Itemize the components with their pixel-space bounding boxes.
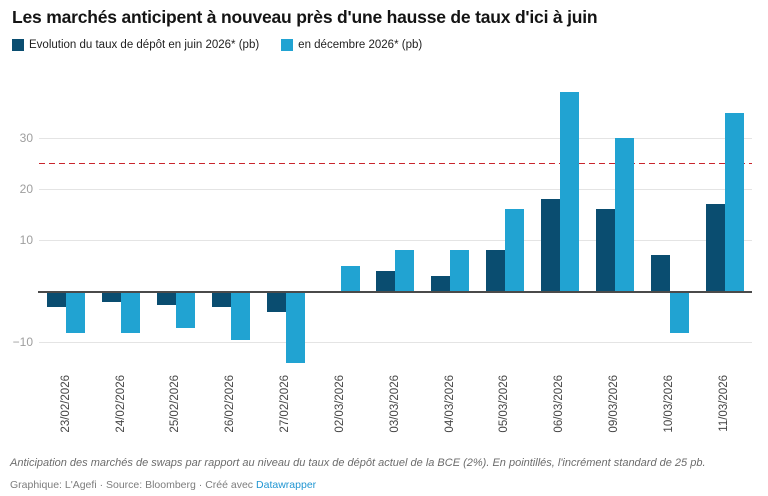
bar-group — [94, 85, 149, 370]
x-tick-label: 10/03/2026 — [662, 375, 675, 433]
bar-decembre-2026[interactable] — [560, 92, 580, 291]
credits-text: Graphique: L'Agefi · Source: Bloomberg ·… — [10, 479, 254, 491]
x-tick-label: 02/03/2026 — [333, 375, 346, 433]
bar-juin-2026[interactable] — [376, 270, 396, 291]
bar-group — [258, 85, 313, 370]
bar-group — [39, 85, 94, 370]
bar-decembre-2026[interactable] — [505, 209, 525, 291]
bar-juin-2026[interactable] — [102, 292, 122, 303]
bar-group — [423, 85, 478, 370]
bar-group — [204, 85, 259, 370]
bar-group — [533, 85, 588, 370]
bar-group — [478, 85, 533, 370]
y-tick-label: 10 — [19, 233, 33, 247]
x-tick-label: 11/03/2026 — [717, 375, 730, 432]
bar-decembre-2026[interactable] — [121, 292, 141, 333]
bar-juin-2026[interactable] — [47, 292, 67, 308]
x-tick-label: 04/03/2026 — [443, 375, 456, 433]
bar-group — [697, 85, 752, 370]
bar-decembre-2026[interactable] — [66, 292, 86, 333]
bar-decembre-2026[interactable] — [230, 292, 250, 341]
footnote: Anticipation des marchés de swaps par ra… — [10, 457, 706, 469]
bar-chart: 30 20 10 −10 23/02/2026 24/02/2026 25/02/2026… — [0, 85, 768, 457]
gridline — [39, 188, 752, 190]
legend: Evolution du taux de dépôt en juin 2026*… — [12, 39, 422, 51]
bar-group — [587, 85, 642, 370]
legend-label-juin: Evolution du taux de dépôt en juin 2026*… — [29, 39, 260, 51]
legend-item-decembre: en décembre 2026* (pb) — [281, 39, 422, 51]
x-tick-label: 26/02/2026 — [224, 375, 237, 433]
bar-juin-2026[interactable] — [431, 275, 451, 291]
y-tick-label: 20 — [19, 182, 33, 196]
bar-decembre-2026[interactable] — [176, 292, 196, 328]
bar-group — [642, 85, 697, 370]
zero-baseline — [38, 291, 752, 293]
x-axis-labels: 23/02/2026 24/02/2026 25/02/2026 26/02/2026… — [39, 375, 752, 457]
x-tick-label: 24/02/2026 — [114, 375, 127, 433]
gridline — [39, 137, 752, 139]
bar-decembre-2026[interactable] — [340, 265, 360, 291]
x-tick-label: 27/02/2026 — [279, 375, 292, 433]
plot-area — [38, 85, 752, 370]
bar-juin-2026[interactable] — [157, 292, 177, 305]
bar-decembre-2026[interactable] — [614, 138, 634, 291]
x-tick-label: 25/02/2026 — [169, 375, 182, 433]
chart-title: Les marchés anticipent à nouveau près d'… — [12, 7, 598, 27]
x-tick-label: 05/03/2026 — [498, 375, 511, 433]
bar-group — [313, 85, 368, 370]
reference-line-25pb — [39, 162, 752, 164]
bar-juin-2026[interactable] — [650, 255, 670, 291]
bar-group — [368, 85, 423, 370]
legend-label-decembre: en décembre 2026* (pb) — [298, 39, 423, 51]
gridline — [39, 239, 752, 241]
datawrapper-link[interactable]: Datawrapper — [256, 479, 317, 491]
x-tick-label: 03/03/2026 — [388, 375, 401, 433]
bar-group — [149, 85, 204, 370]
x-tick-label: 09/03/2026 — [608, 375, 621, 433]
x-tick-label: 06/03/2026 — [553, 375, 566, 433]
gridline — [39, 341, 752, 343]
bar-decembre-2026[interactable] — [395, 250, 415, 291]
bar-juin-2026[interactable] — [486, 250, 506, 291]
bar-decembre-2026[interactable] — [450, 250, 470, 291]
y-tick-label: −10 — [12, 335, 33, 349]
bar-decembre-2026[interactable] — [285, 292, 305, 364]
legend-swatch-juin — [12, 39, 24, 51]
bar-juin-2026[interactable] — [595, 209, 615, 291]
bar-juin-2026[interactable] — [541, 199, 561, 291]
credits: Graphique: L'Agefi · Source: Bloomberg ·… — [10, 479, 316, 491]
legend-item-juin: Evolution du taux de dépôt en juin 2026*… — [12, 39, 259, 51]
bar-juin-2026[interactable] — [266, 292, 286, 313]
bar-decembre-2026[interactable] — [669, 292, 689, 333]
bar-juin-2026[interactable] — [211, 292, 231, 308]
legend-swatch-decembre — [281, 39, 294, 51]
bar-decembre-2026[interactable] — [724, 112, 744, 291]
y-tick-label: 30 — [19, 131, 33, 145]
bar-juin-2026[interactable] — [705, 204, 725, 291]
x-tick-label: 23/02/2026 — [59, 375, 72, 433]
